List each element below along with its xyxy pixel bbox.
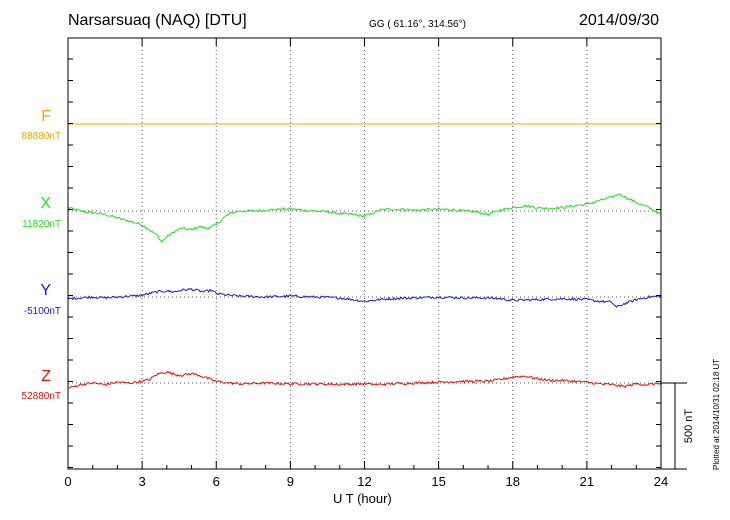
x-tick-label-24: 24 xyxy=(654,474,668,489)
x-axis-label: U T (hour) xyxy=(333,491,392,506)
x-tick-label-6: 6 xyxy=(213,474,220,489)
date-label: 2014/09/30 xyxy=(579,12,660,29)
x-tick-label-3: 3 xyxy=(139,474,146,489)
series-line-Y xyxy=(67,288,662,308)
component-x-label: X xyxy=(40,195,51,212)
x-tick-label-15: 15 xyxy=(431,474,445,489)
x-tick-label-18: 18 xyxy=(506,474,520,489)
series-line-Z xyxy=(67,370,662,389)
component-f-label: F xyxy=(41,108,51,125)
component-z-baseline: 52880nT xyxy=(21,391,61,402)
component-y-label: Y xyxy=(40,282,51,299)
component-z-label: Z xyxy=(41,368,51,385)
scale-bar-label: 500 nT xyxy=(683,409,695,444)
grid xyxy=(68,38,661,469)
component-f-baseline: 88880nT xyxy=(21,131,61,142)
component-x-baseline: 11820nT xyxy=(22,219,61,230)
series-lines xyxy=(67,123,662,389)
axis-ticks: 0 3 6 9 12 15 18 21 24 xyxy=(64,38,668,489)
component-y-baseline: -5100nT xyxy=(23,306,61,317)
coordinates-label: GG ( 61.16°, 314.56°) xyxy=(369,19,466,30)
plotted-timestamp: Plotted at 2014/10/31 02:18 UT xyxy=(712,358,721,470)
series-line-X xyxy=(67,192,661,243)
x-tick-label-12: 12 xyxy=(357,474,371,489)
x-tick-label-21: 21 xyxy=(580,474,594,489)
scale-bar: 500 nT xyxy=(661,382,695,470)
x-tick-label-0: 0 xyxy=(64,474,71,489)
x-tick-label-9: 9 xyxy=(287,474,294,489)
station-title: Narsarsuaq (NAQ) [DTU] xyxy=(68,12,247,29)
